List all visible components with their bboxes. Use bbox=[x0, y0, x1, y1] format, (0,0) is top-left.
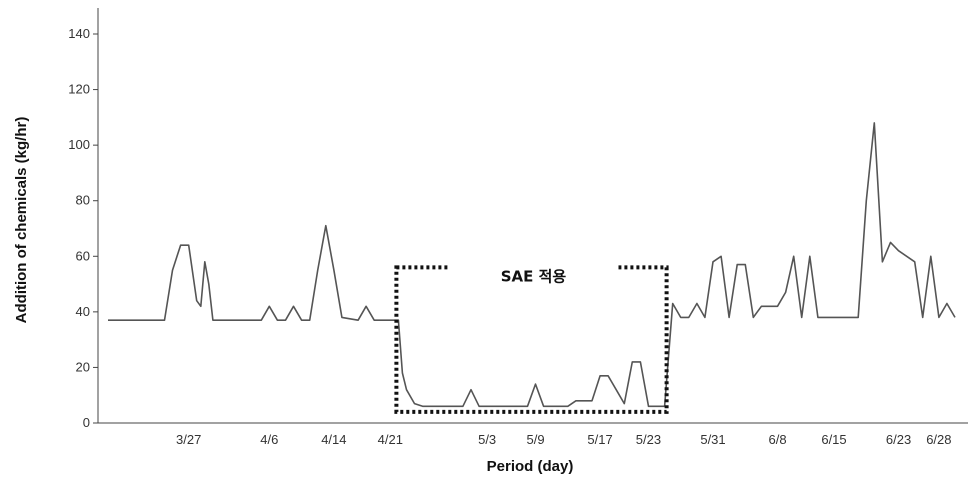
x-tick-label: 6/28 bbox=[926, 432, 951, 447]
y-tick-label: 100 bbox=[68, 137, 90, 152]
x-tick-label: 3/27 bbox=[176, 432, 201, 447]
y-tick-label: 0 bbox=[83, 415, 90, 430]
y-axis-label: Addition of chemicals (kg/hr) bbox=[13, 117, 30, 324]
x-tick-label: 6/15 bbox=[821, 432, 846, 447]
y-tick-label: 140 bbox=[68, 26, 90, 41]
y-ticks: 0 20 40 60 80 100 120 140 bbox=[68, 26, 98, 430]
y-tick-label: 120 bbox=[68, 82, 90, 97]
sae-highlight-box bbox=[394, 265, 669, 414]
x-ticks: 3/27 4/6 4/14 4/21 5/3 5/9 5/17 5/23 5/31 6/8 6/15… bbox=[176, 432, 952, 447]
x-tick-label: 5/23 bbox=[636, 432, 661, 447]
x-tick-label: 4/14 bbox=[321, 432, 346, 447]
y-tick-label: 40 bbox=[76, 304, 90, 319]
x-tick-label: 5/31 bbox=[700, 432, 725, 447]
y-tick-label: 80 bbox=[76, 193, 90, 208]
plot-area bbox=[97, 8, 968, 424]
x-axis-label: Period (day) bbox=[487, 458, 574, 475]
x-tick-label: 5/9 bbox=[526, 432, 544, 447]
sae-label-background bbox=[448, 259, 619, 276]
x-tick-label: 4/21 bbox=[378, 432, 403, 447]
x-tick-label: 5/17 bbox=[587, 432, 612, 447]
series-layer bbox=[108, 122, 956, 408]
series-line bbox=[108, 122, 956, 408]
x-tick-label: 4/6 bbox=[260, 432, 278, 447]
x-tick-label: 6/8 bbox=[768, 432, 786, 447]
annotation-layer: SAE 적용 bbox=[394, 259, 669, 414]
x-tick-label: 6/23 bbox=[886, 432, 911, 447]
y-tick-label: 60 bbox=[76, 248, 90, 263]
y-tick-label: 20 bbox=[76, 359, 90, 374]
sae-annotation-label: SAE 적용 bbox=[501, 267, 567, 285]
x-tick-label: 5/3 bbox=[478, 432, 496, 447]
